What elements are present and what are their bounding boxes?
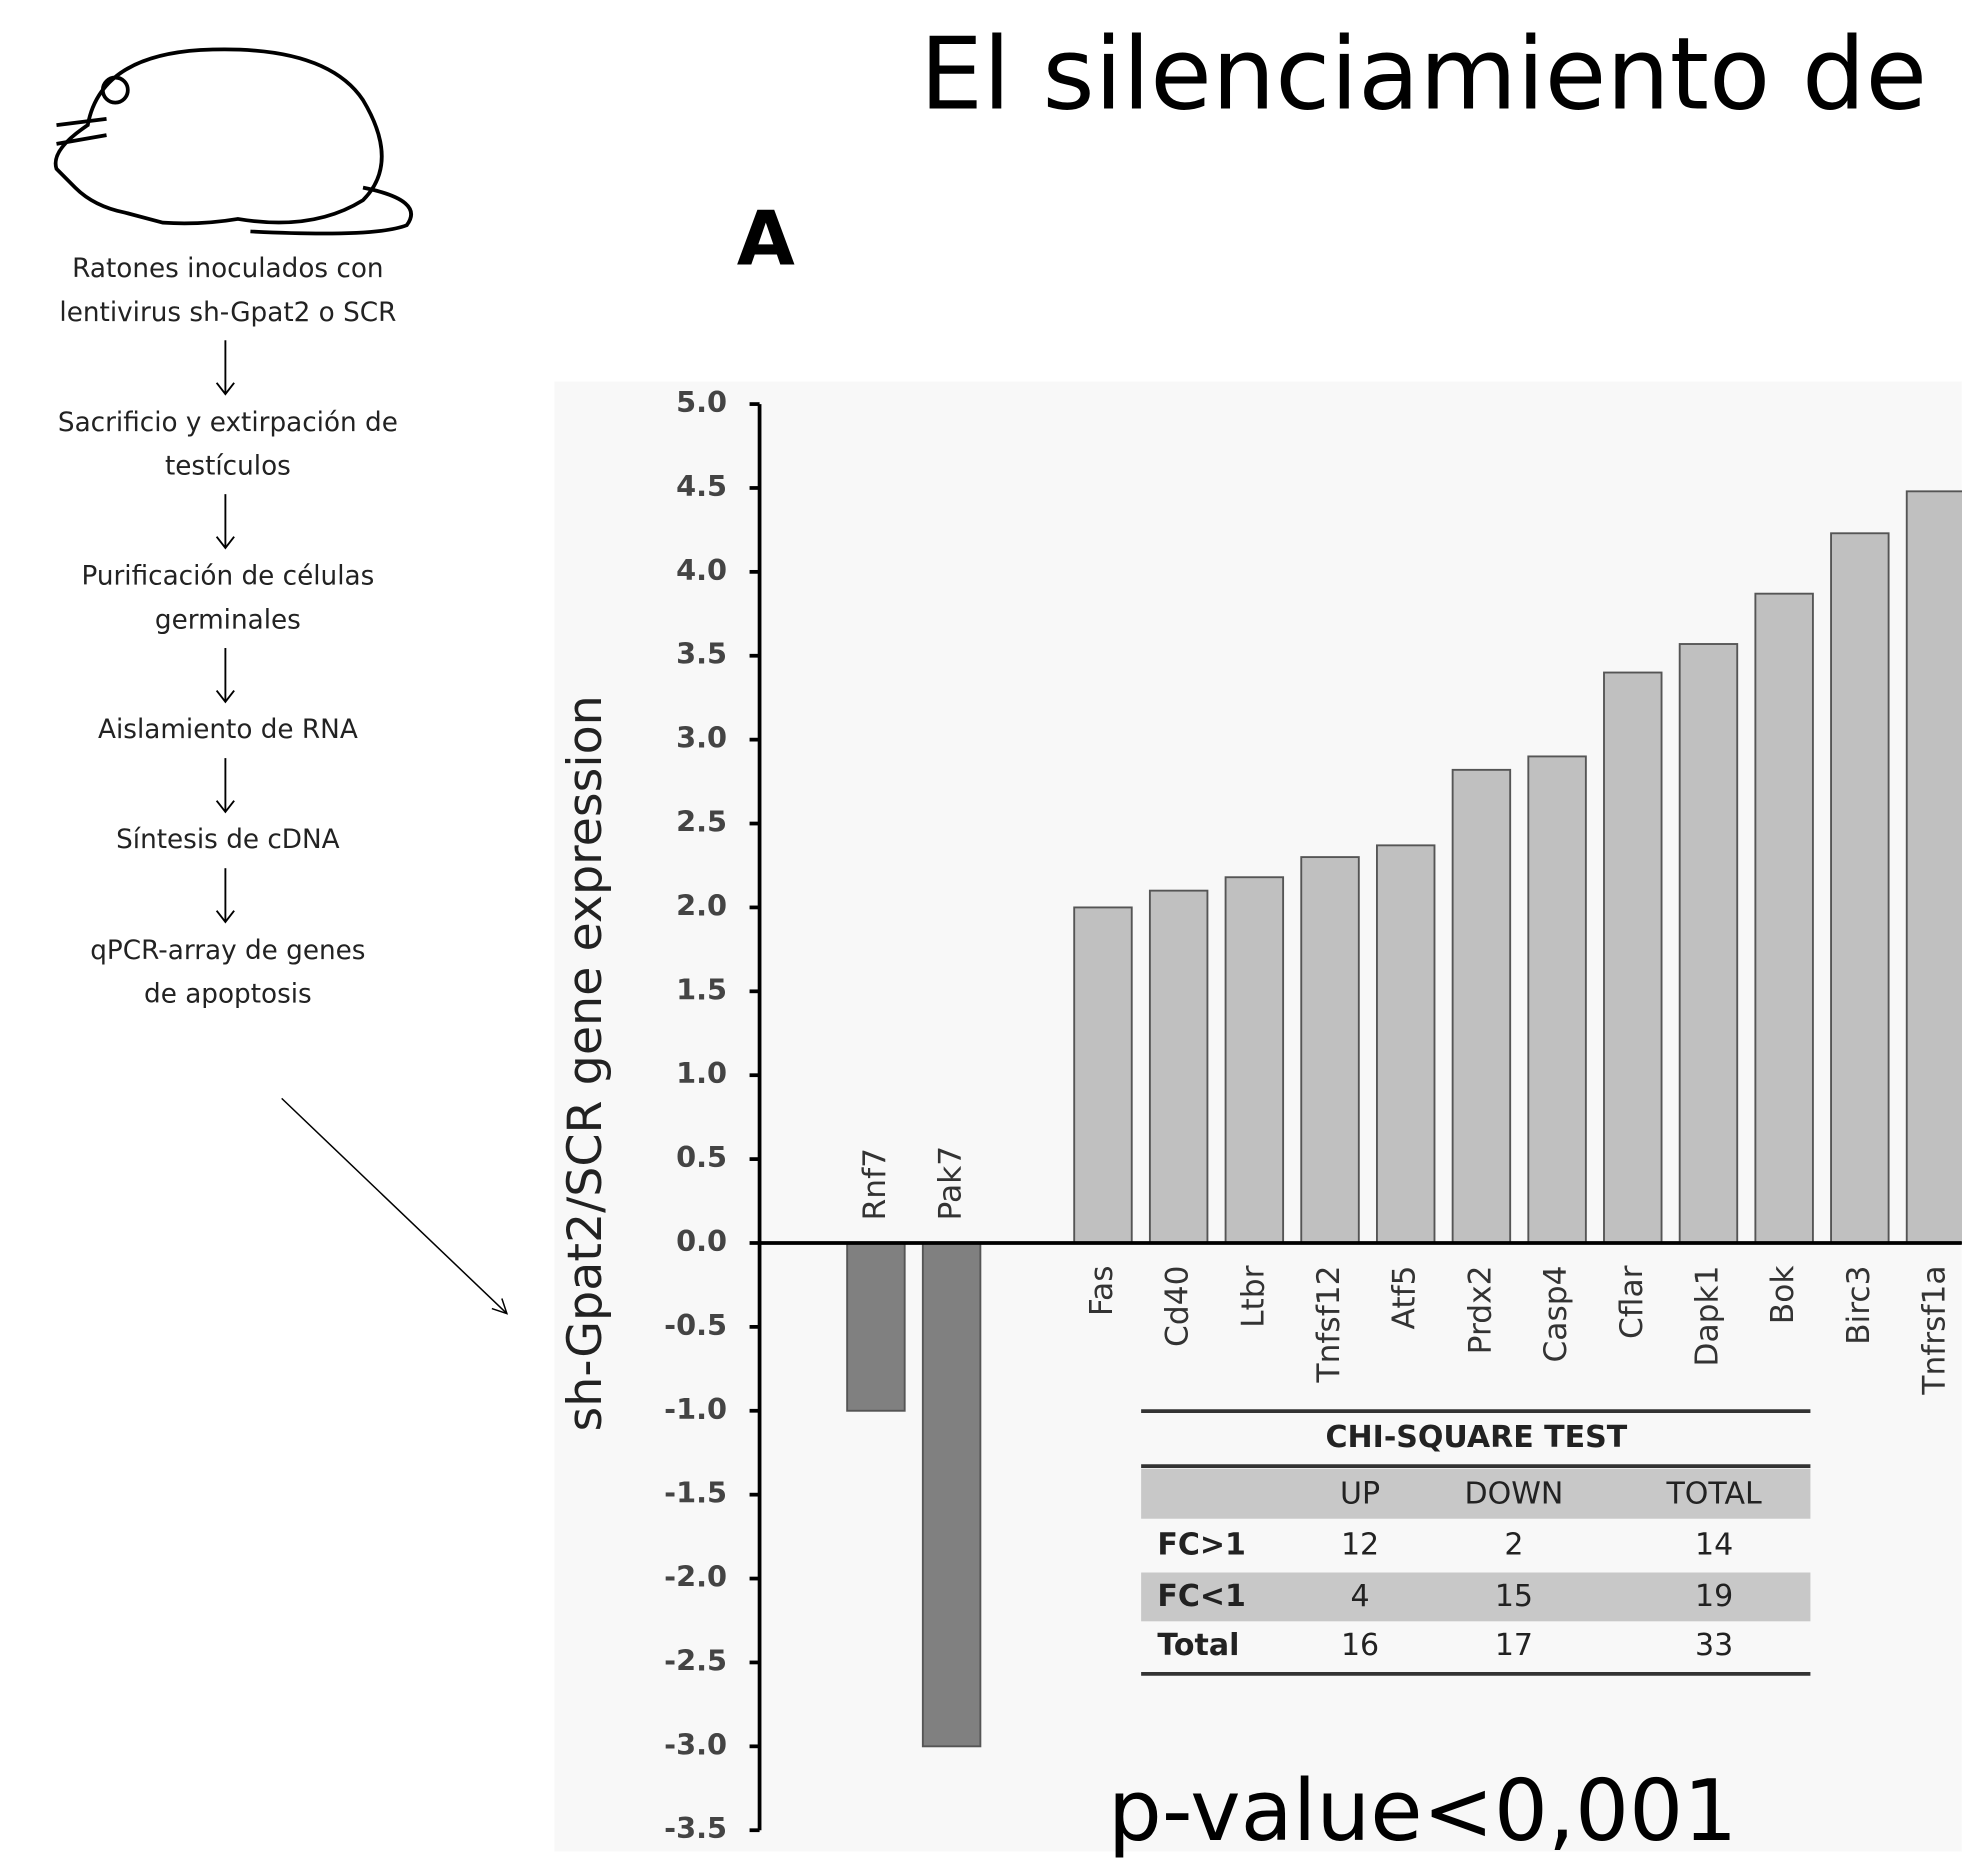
flow-step-line: germinales	[155, 605, 301, 635]
x-tick-label: Atf5	[1387, 1266, 1423, 1330]
arrow-to-chart	[282, 1098, 507, 1313]
x-tick-label: Ltbr	[1235, 1265, 1271, 1328]
x-tick-label: Dapk1	[1689, 1266, 1725, 1367]
y-tick-label: -2.5	[664, 1643, 727, 1677]
table-cell: 15	[1495, 1579, 1533, 1614]
y-tick-label: 0.0	[676, 1224, 727, 1258]
y-tick-label: -2.0	[664, 1560, 727, 1594]
mouse-drawing	[56, 49, 412, 233]
p-value: p-value<0,001	[1108, 1762, 1737, 1859]
x-tick-label: Pak7	[933, 1146, 969, 1221]
flow-step: Síntesis de cDNA	[116, 825, 340, 855]
bar	[1301, 857, 1359, 1243]
y-tick-label: 4.5	[676, 469, 727, 503]
bar	[1907, 491, 1962, 1243]
table-cell: 33	[1695, 1628, 1733, 1663]
x-tick-label: Tnfrsf1a	[1917, 1266, 1953, 1396]
table-cell: Total	[1157, 1628, 1239, 1663]
y-tick-label: 1.5	[676, 972, 727, 1006]
table-cell: 4	[1351, 1579, 1370, 1614]
x-tick-label: Tnfsf12	[1311, 1266, 1347, 1384]
flow-step-line: Purificación de células	[81, 561, 374, 591]
x-tick-label: Casp4	[1538, 1266, 1574, 1363]
table-cell: 2	[1504, 1528, 1523, 1563]
bar	[1604, 673, 1662, 1243]
bar	[1150, 891, 1208, 1243]
flow-step: qPCR-array de genes de apoptosis	[90, 935, 365, 1009]
y-tick-label: -3.5	[664, 1811, 727, 1845]
bar	[1074, 907, 1132, 1243]
y-tick-label: 3.0	[676, 721, 727, 755]
flow-step-line: Ratones inoculados con	[72, 253, 383, 283]
flow-step-line: testículos	[165, 451, 291, 481]
x-tick-label: Cd40	[1160, 1266, 1196, 1347]
bar	[1377, 845, 1435, 1243]
y-tick-label: 2.0	[676, 888, 727, 922]
table-cell: 16	[1341, 1628, 1379, 1663]
bar	[1226, 877, 1284, 1243]
x-tick-label: Cflar	[1614, 1265, 1650, 1339]
flow-step-line: Sacrificio y extirpación de	[58, 407, 398, 437]
table-cell: 12	[1341, 1528, 1379, 1563]
table-header-cell: TOTAL	[1665, 1476, 1761, 1511]
y-tick-label: -1.5	[664, 1476, 727, 1510]
slide: El silenciamiento de A p-value<0,001 sh-…	[0, 0, 1962, 1859]
bar	[1831, 533, 1889, 1243]
y-tick-label: -3.0	[664, 1727, 727, 1761]
x-tick-label: Rnf7	[857, 1148, 893, 1220]
table-title: CHI-SQUARE TEST	[1326, 1420, 1628, 1455]
table-cell: 14	[1695, 1528, 1733, 1563]
table-cell: FC>1	[1157, 1528, 1246, 1563]
table-header-cell: UP	[1340, 1476, 1380, 1511]
bar	[1453, 770, 1511, 1243]
y-tick-label: 3.5	[676, 637, 727, 671]
slide-title: El silenciamiento de	[920, 16, 1927, 133]
bar	[1755, 594, 1813, 1243]
table-cell: 19	[1695, 1579, 1733, 1614]
flow-step-line: de apoptosis	[144, 979, 312, 1009]
bar	[1680, 644, 1738, 1243]
y-tick-label: -1.0	[664, 1392, 727, 1426]
flow-step: Purificación de células germinales	[81, 561, 374, 635]
flow-step: Sacrificio y extirpación de testículos	[58, 407, 398, 481]
panel-label: A	[737, 194, 795, 282]
x-tick-label: Fas	[1084, 1266, 1120, 1317]
bar	[847, 1243, 905, 1411]
bar	[1528, 756, 1586, 1243]
y-tick-label: 5.0	[676, 385, 727, 419]
x-tick-label: Prdx2	[1462, 1266, 1498, 1355]
y-tick-label: 0.5	[676, 1140, 727, 1174]
x-tick-label: Birc3	[1841, 1266, 1877, 1345]
y-tick-label: 1.0	[676, 1056, 727, 1090]
y-tick-label: 2.5	[676, 805, 727, 839]
y-tick-label: 4.0	[676, 553, 727, 587]
y-tick-label: -0.5	[664, 1308, 727, 1342]
flow-step: Ratones inoculados con lentivirus sh-Gpat…	[59, 253, 396, 327]
bar	[923, 1243, 981, 1746]
x-tick-label: Bok	[1765, 1265, 1801, 1325]
table-cell: 17	[1495, 1628, 1533, 1663]
flow-step-line: qPCR-array de genes	[90, 935, 365, 965]
y-axis-label: sh-Gpat2/SCR gene expression	[558, 695, 613, 1431]
table-header-cell: DOWN	[1464, 1476, 1563, 1511]
flow-step-line: lentivirus sh-Gpat2 o SCR	[59, 297, 396, 327]
table-cell: FC<1	[1157, 1579, 1246, 1614]
flow-step: Aislamiento de RNA	[98, 715, 358, 745]
